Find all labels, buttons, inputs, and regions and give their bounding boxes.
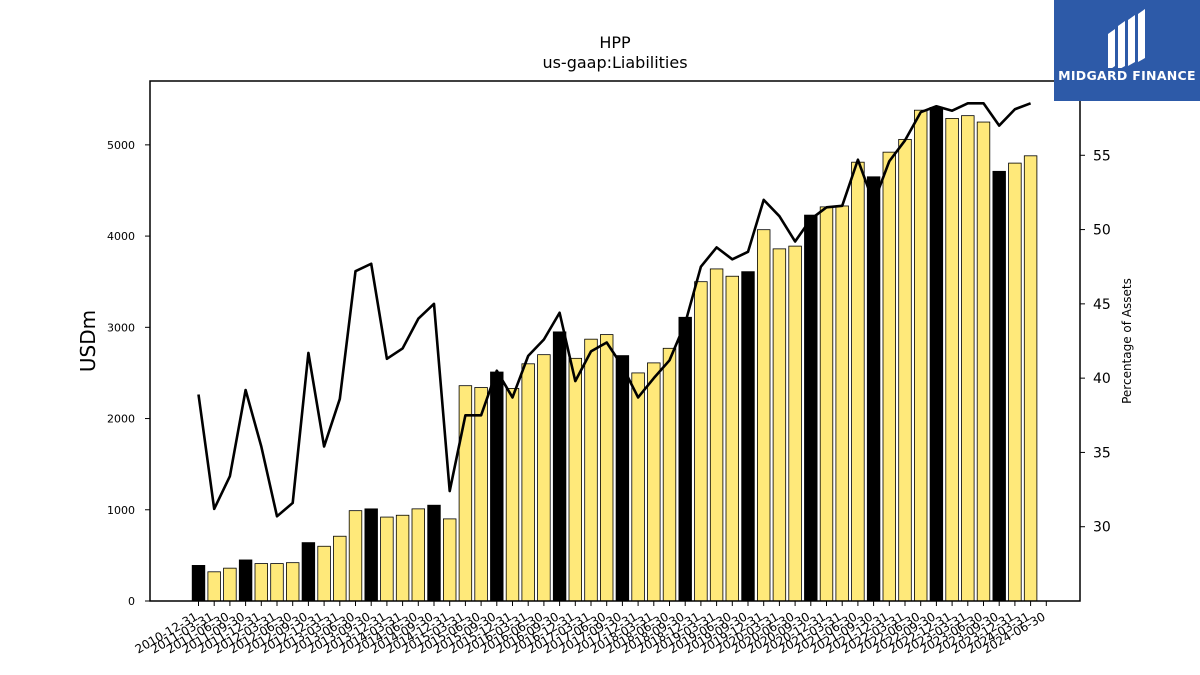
bar bbox=[584, 338, 598, 602]
bar bbox=[929, 107, 944, 602]
bar bbox=[380, 516, 394, 602]
bar bbox=[804, 214, 818, 602]
bar bbox=[757, 229, 771, 602]
chart-subtitle: us-gaap:Liabilities bbox=[542, 53, 687, 72]
bar bbox=[301, 542, 316, 602]
bar bbox=[631, 372, 645, 602]
y-tick-label: 2000 bbox=[107, 413, 135, 426]
plot-frame bbox=[149, 80, 1081, 602]
x-axis: 2010-12-312011-03-312011-06-302011-09-30… bbox=[133, 601, 1048, 656]
bar bbox=[647, 362, 661, 602]
bar bbox=[976, 121, 991, 602]
bar bbox=[945, 118, 959, 602]
bar bbox=[285, 562, 300, 602]
bar bbox=[364, 508, 378, 602]
bar bbox=[725, 275, 740, 602]
bar bbox=[678, 316, 692, 602]
bar bbox=[442, 518, 457, 602]
bar bbox=[992, 170, 1006, 602]
bar bbox=[191, 565, 206, 602]
bar bbox=[772, 248, 787, 602]
y-tick-label: 0 bbox=[128, 595, 135, 608]
bar bbox=[709, 268, 724, 602]
bar bbox=[427, 504, 441, 602]
y2-tick-label: 50 bbox=[1093, 223, 1111, 239]
bar bbox=[615, 355, 630, 602]
bar bbox=[333, 535, 347, 602]
bar bbox=[474, 387, 488, 602]
bar bbox=[223, 567, 237, 602]
bar bbox=[207, 571, 221, 602]
bar bbox=[1008, 162, 1022, 602]
bar bbox=[348, 510, 363, 602]
logo-text: MIDGARD FINANCE bbox=[1058, 68, 1196, 83]
logo-mark-icon bbox=[1108, 9, 1145, 68]
bar bbox=[898, 138, 912, 602]
bar bbox=[490, 371, 504, 602]
bar bbox=[851, 161, 865, 602]
y-axis-label: USDm bbox=[76, 310, 100, 372]
bar bbox=[788, 245, 802, 602]
bar bbox=[1023, 155, 1038, 602]
y2-tick-label: 45 bbox=[1093, 297, 1111, 313]
bar bbox=[505, 388, 520, 602]
y2-tick-label: 30 bbox=[1093, 520, 1111, 536]
bar bbox=[521, 363, 535, 602]
bar bbox=[866, 176, 881, 602]
y2-tick-label: 35 bbox=[1093, 445, 1111, 461]
bar bbox=[537, 354, 551, 602]
brand-logo: MIDGARD FINANCE bbox=[1054, 0, 1200, 101]
y-axis-right: 30 35 40 45 50 55 bbox=[1080, 148, 1111, 536]
bar bbox=[317, 545, 331, 602]
bar bbox=[914, 109, 928, 602]
y2-axis-label: Percentage of Assets bbox=[1120, 278, 1134, 404]
percent-of-assets-line bbox=[197, 101, 1032, 518]
bar bbox=[395, 514, 410, 602]
bar bbox=[270, 563, 284, 602]
y-axis-left: 0 1000 2000 3000 4000 5000 bbox=[107, 139, 150, 608]
bar bbox=[694, 281, 708, 602]
chart-title: HPP bbox=[599, 33, 631, 52]
bar bbox=[254, 563, 269, 602]
bar bbox=[662, 347, 677, 602]
line-series bbox=[197, 101, 1032, 518]
y2-tick-label: 55 bbox=[1093, 148, 1111, 164]
bar bbox=[600, 334, 614, 602]
bar bbox=[961, 115, 975, 602]
bar bbox=[835, 205, 849, 602]
y-tick-label: 1000 bbox=[107, 504, 135, 517]
bar bbox=[552, 331, 567, 602]
y-tick-label: 5000 bbox=[107, 139, 135, 152]
y-tick-label: 4000 bbox=[107, 230, 135, 243]
bar bbox=[741, 271, 755, 602]
y2-tick-label: 40 bbox=[1093, 371, 1111, 387]
bar bbox=[238, 559, 253, 602]
bar bbox=[882, 151, 897, 602]
y-tick-label: 3000 bbox=[107, 321, 135, 334]
bar bbox=[568, 357, 583, 602]
bar bbox=[819, 206, 834, 602]
bar bbox=[411, 508, 426, 602]
